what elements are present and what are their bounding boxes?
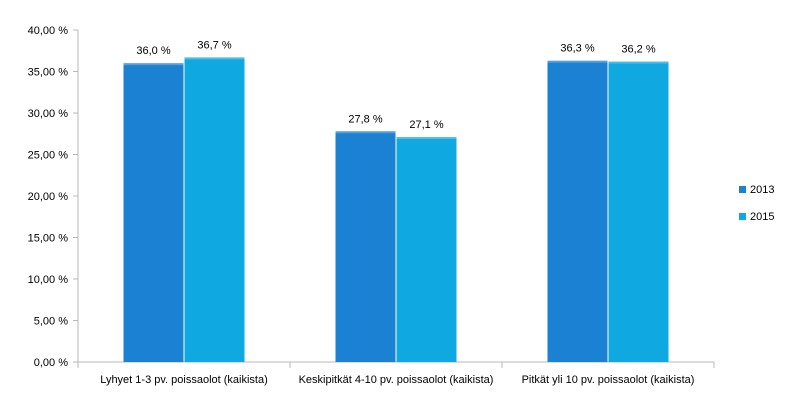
bar-2013 xyxy=(335,131,396,362)
chart-axes: 0,00 % 5,00 % 10,00 % 15,00 % 20,00 % 25,00 %… xyxy=(28,25,715,386)
chart-bars xyxy=(123,57,669,363)
chart-data-labels: 36,0 % 36,7 % 27,8 % 27,1 % 36,3 % 36,2 % xyxy=(136,39,655,131)
bar-highlight xyxy=(123,63,184,66)
bar-2013 xyxy=(547,60,608,363)
data-label: 27,1 % xyxy=(409,119,443,131)
bar-2015 xyxy=(396,137,457,362)
y-tick-label: 20,00 % xyxy=(28,191,69,203)
data-label: 36,3 % xyxy=(560,43,594,55)
data-label: 36,7 % xyxy=(197,39,231,51)
y-tick-label: 10,00 % xyxy=(28,274,69,286)
bar-highlight xyxy=(608,61,669,64)
y-tick-label: 15,00 % xyxy=(28,233,69,245)
x-category-label: Keskipitkät 4-10 pv. poissaolot (kaikist… xyxy=(299,374,494,386)
legend-swatch xyxy=(739,213,746,220)
bar-2013 xyxy=(123,63,184,362)
y-tick-label: 35,00 % xyxy=(28,67,69,79)
y-tick-label: 0,00 % xyxy=(34,357,68,369)
data-label: 36,2 % xyxy=(621,44,655,56)
bar-highlight xyxy=(335,131,396,134)
bar-highlight xyxy=(396,137,457,140)
bar-highlight xyxy=(184,57,245,60)
x-category-label: Pitkät yli 10 pv. poissaolot (kaikista) xyxy=(522,374,695,386)
legend-label: 2013 xyxy=(750,184,774,196)
bar-2015 xyxy=(184,57,245,362)
chart-legend: 2013 2015 xyxy=(739,184,774,223)
y-tick-label: 30,00 % xyxy=(28,108,69,120)
x-category-label: Lyhyet 1-3 pv. poissaolot (kaikista) xyxy=(100,374,268,386)
bar-highlight xyxy=(547,60,608,63)
y-tick-label: 40,00 % xyxy=(28,25,69,37)
data-label: 27,8 % xyxy=(348,113,382,125)
legend-label: 2015 xyxy=(750,211,774,223)
bar-2015 xyxy=(608,61,669,362)
y-tick-label: 25,00 % xyxy=(28,150,69,162)
data-label: 36,0 % xyxy=(136,45,170,57)
legend-swatch xyxy=(739,186,746,193)
y-tick-label: 5,00 % xyxy=(34,316,68,328)
